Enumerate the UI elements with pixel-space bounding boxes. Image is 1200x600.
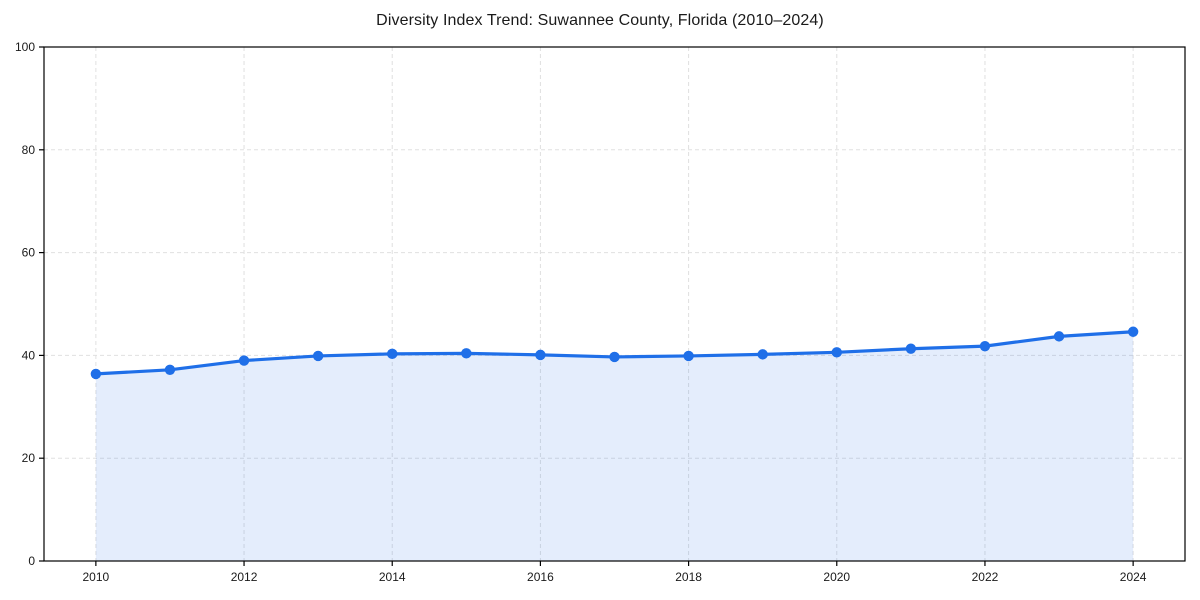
x-tick-label: 2022	[972, 570, 999, 584]
data-point	[1053, 331, 1065, 342]
data-point	[1127, 326, 1139, 337]
data-point	[387, 348, 398, 360]
y-tick-label: 80	[22, 143, 36, 157]
x-tick-label: 2020	[823, 570, 850, 584]
y-tick-label: 40	[22, 348, 36, 362]
data-point	[609, 351, 620, 363]
y-tick-label: 60	[22, 246, 36, 260]
data-point	[238, 355, 250, 366]
area-fill	[95, 331, 1134, 561]
x-tick-label: 2014	[379, 570, 406, 584]
y-tick-label: 0	[28, 554, 35, 568]
data-point	[461, 348, 472, 359]
data-point	[683, 350, 694, 362]
y-tick-label: 20	[22, 451, 36, 465]
chart-title: Diversity Index Trend: Suwannee County, …	[376, 12, 824, 29]
data-point	[164, 364, 176, 375]
data-point	[757, 349, 768, 360]
data-point	[535, 349, 546, 361]
data-point	[905, 343, 917, 354]
y-tick-label: 100	[15, 40, 35, 54]
x-tick-label: 2018	[675, 570, 702, 584]
x-tick-label: 2016	[527, 570, 554, 584]
data-point	[979, 340, 991, 352]
x-tick-label: 2010	[83, 570, 110, 584]
data-point	[90, 368, 102, 380]
data-point	[831, 347, 842, 358]
x-tick-label: 2012	[231, 570, 258, 584]
x-tick-label: 2024	[1120, 570, 1147, 584]
data-point	[312, 350, 324, 362]
plot-border	[43, 46, 1186, 562]
